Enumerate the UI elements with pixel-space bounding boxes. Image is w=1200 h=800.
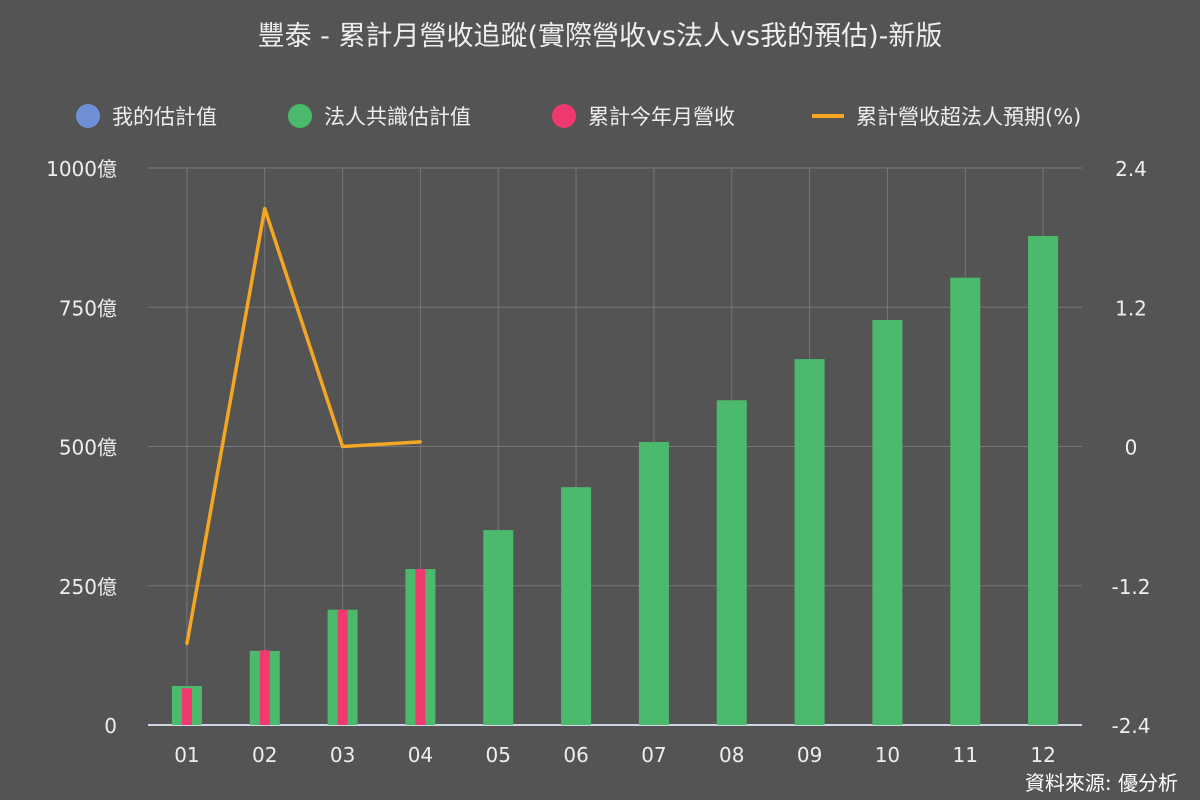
line-beat-expectation: [185, 206, 421, 645]
bar-consensus: [483, 530, 514, 725]
x-tick-label: 05: [486, 743, 511, 767]
bar-consensus: [716, 400, 747, 725]
legend-swatch-beat-expectation: [812, 114, 844, 118]
y-left-tick-label: 750億: [59, 296, 117, 320]
x-tick-label: 04: [408, 743, 433, 767]
bar-cumulative-revenue: [259, 650, 270, 725]
chart-legend: 我的估計值 法人共識估計值 累計今年月營收 累計營收超法人預期(%): [0, 101, 1200, 137]
bar-cumulative-revenue: [181, 688, 192, 725]
y-left-tick-label: 250億: [59, 575, 117, 599]
y-left-tick-label: 0: [104, 714, 117, 738]
x-tick-label: 11: [953, 743, 978, 767]
x-tick-label: 12: [1030, 743, 1055, 767]
bar-consensus: [1028, 235, 1059, 726]
legend-label-cumulative-revenue: 累計今年月營收: [588, 105, 735, 129]
bar-consensus: [638, 442, 669, 725]
x-tick-label: 08: [719, 743, 744, 767]
chart-title: 豐泰 - 累計月營收追蹤(實際營收vs法人vs我的預估)-新版: [257, 21, 943, 52]
x-tick-label: 01: [174, 743, 199, 767]
bar-consensus: [950, 277, 981, 725]
y-right-tick-label: -2.4: [1111, 714, 1150, 738]
x-tick-label: 10: [875, 743, 900, 767]
legend-item-cumulative-revenue[interactable]: 累計今年月營收: [552, 101, 735, 131]
y-right-tick-label: 0: [1125, 436, 1138, 460]
legend-swatch-my-estimate: [76, 104, 100, 128]
x-tick-label: 03: [330, 743, 355, 767]
bar-cumulative-revenue: [337, 609, 348, 725]
point-beat-expectation: [418, 440, 422, 444]
y-left-tick-label: 1000億: [46, 157, 117, 181]
x-tick-label: 07: [641, 743, 666, 767]
y-right-tick-label: -1.2: [1111, 575, 1150, 599]
x-tick-label: 09: [797, 743, 822, 767]
bar-cumulative-revenue: [415, 569, 426, 725]
legend-swatch-cumulative-revenue: [552, 104, 576, 128]
point-beat-expectation: [263, 207, 267, 211]
bar-consensus: [561, 487, 592, 725]
x-tick-label: 02: [252, 743, 277, 767]
bar-consensus: [872, 320, 903, 725]
y-right-tick-label: 1.2: [1115, 296, 1147, 320]
legend-item-beat-expectation[interactable]: 累計營收超法人預期(%): [812, 101, 1081, 131]
bar-consensus: [794, 359, 825, 725]
x-tick-label: 06: [563, 743, 588, 767]
point-beat-expectation: [341, 445, 345, 448]
legend-label-consensus: 法人共識估計值: [324, 105, 471, 129]
y-right-tick-label: 2.4: [1115, 157, 1147, 181]
point-beat-expectation: [185, 642, 189, 646]
legend-label-my-estimate: 我的估計值: [112, 105, 217, 129]
source-note: 資料來源: 優分析: [1024, 771, 1178, 795]
legend-label-beat-expectation: 累計營收超法人預期(%): [856, 105, 1082, 129]
y-left-tick-label: 500億: [59, 436, 117, 460]
legend-item-my-estimate[interactable]: 我的估計值: [76, 101, 217, 131]
legend-item-consensus[interactable]: 法人共識估計值: [288, 101, 471, 131]
legend-swatch-consensus: [288, 104, 312, 128]
